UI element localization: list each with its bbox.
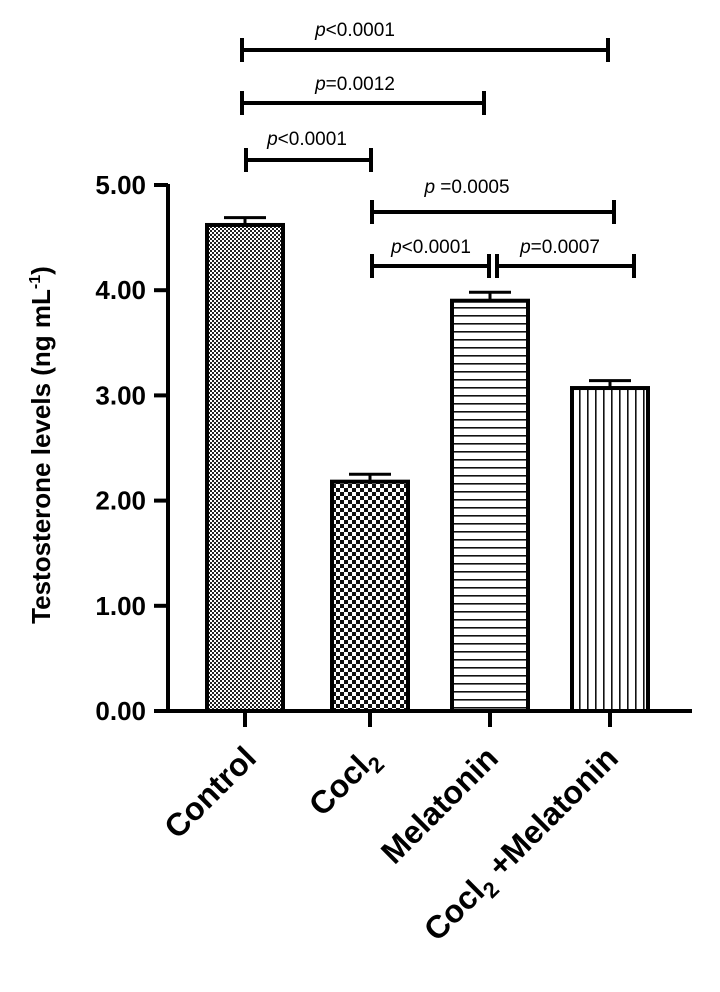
p-value-label: p<0.0001 bbox=[266, 129, 347, 150]
bar-3 bbox=[570, 386, 650, 713]
y-axis-title: Testosterone levels (ng mL-1) bbox=[26, 266, 56, 624]
y-tick-label: 5.00 bbox=[95, 170, 146, 200]
category-label: Melatonin bbox=[374, 739, 505, 870]
y-tick-label: 2.00 bbox=[95, 486, 146, 516]
y-tick-label: 1.00 bbox=[95, 591, 146, 621]
y-axis-ticks: 0.00 1.00 2.00 3.00 4.00 5.00 bbox=[95, 170, 168, 726]
y-tick-label: 3.00 bbox=[95, 380, 146, 410]
p-value-label: p =0.0005 bbox=[423, 177, 509, 198]
y-tick-label: 4.00 bbox=[95, 275, 146, 305]
p-value-label: p<0.0001 bbox=[314, 20, 395, 41]
significance-brackets: p<0.0001 p=0.0012 p<0.0001 p =0.0005 p<0.000… bbox=[240, 20, 636, 278]
bars-group bbox=[205, 216, 650, 713]
category-label: Cocl2 bbox=[302, 739, 389, 826]
category-label: Control bbox=[157, 739, 263, 845]
bar-2 bbox=[450, 298, 530, 713]
bar-0 bbox=[205, 222, 285, 713]
p-value-label: p=0.0012 bbox=[314, 74, 395, 95]
x-axis-ticks bbox=[243, 711, 612, 727]
y-tick-label: 0.00 bbox=[95, 696, 146, 726]
bar-1 bbox=[330, 479, 410, 713]
p-value-label: p=0.0007 bbox=[519, 237, 600, 258]
p-value-label: p<0.0001 bbox=[390, 237, 471, 258]
